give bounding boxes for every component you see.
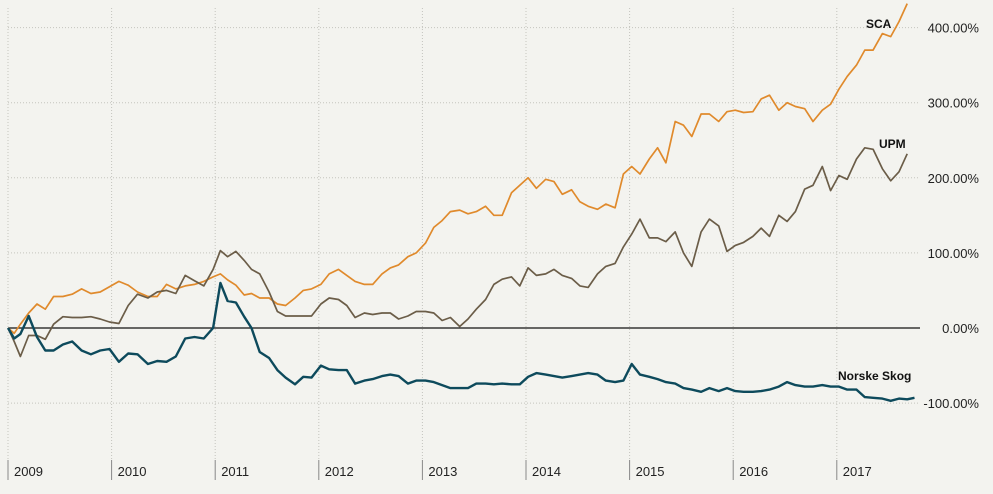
series-labels: SCA UPM Norske Skog [838, 17, 911, 383]
y-tick-label: -100.00% [923, 396, 979, 411]
series-label-upm: UPM [879, 137, 906, 151]
series-line-norske-skog [6, 281, 915, 402]
x-tick-label: 2012 [325, 464, 354, 479]
series-line-upm [7, 146, 908, 358]
y-axis-tick-labels: 400.00% 300.00% 200.00% 100.00% 0.00% -100.00… [923, 21, 979, 412]
y-tick-label: 200.00% [928, 171, 980, 186]
series-lines [6, 3, 915, 402]
x-tick-label: 2015 [636, 464, 665, 479]
series-label-sca: SCA [866, 17, 892, 31]
x-axis-tick-labels: 2009 2010 2011 2012 2013 2014 2015 2016 2017 [14, 464, 872, 479]
x-tick-label: 2010 [118, 464, 147, 479]
y-tick-label: 400.00% [928, 21, 980, 36]
y-tick-label: 300.00% [928, 96, 980, 111]
chart-grid [7, 8, 920, 480]
series-label-norske-skog: Norske Skog [838, 369, 911, 383]
x-tick-label: 2009 [14, 464, 43, 479]
x-tick-label: 2017 [843, 464, 872, 479]
x-tick-label: 2016 [739, 464, 768, 479]
y-tick-label: 0.00% [942, 321, 979, 336]
y-tick-label: 100.00% [928, 246, 980, 261]
series-line-sca [7, 3, 908, 335]
x-tick-label: 2013 [428, 464, 457, 479]
x-tick-label: 2014 [532, 464, 561, 479]
x-tick-label: 2011 [221, 464, 249, 479]
